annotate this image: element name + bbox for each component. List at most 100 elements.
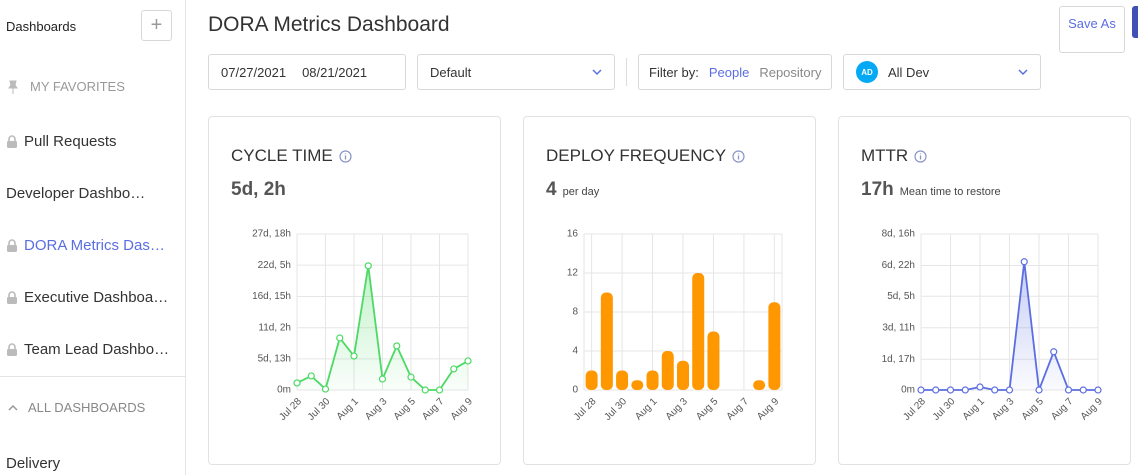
lock-body (7, 297, 17, 304)
card-title-text: DEPLOY FREQUENCY (546, 146, 727, 165)
x-tick-label: Aug 3 (990, 396, 1017, 423)
card-title-text: CYCLE TIME (231, 146, 333, 165)
point (321, 385, 330, 393)
y-tick-label: 6d, 22h (882, 260, 915, 271)
y-tick-label: 1d, 17h (882, 354, 915, 365)
lock-shackle (8, 291, 16, 297)
filter-by: Filter by: People Repository (638, 54, 832, 90)
x-tick-label: Aug 5 (694, 396, 721, 423)
sidebar: Dashboards + MY FAVORITES Pull Requests D… (0, 0, 186, 475)
bar (585, 370, 598, 390)
pin-icon (8, 80, 18, 94)
info-icon (339, 149, 352, 163)
add-dashboard-button[interactable]: + (141, 10, 172, 41)
x-tick-label: Aug 1 (335, 396, 362, 423)
point (421, 386, 429, 394)
bar (677, 360, 689, 390)
y-tick-label: 16d, 15h (252, 291, 291, 302)
sidebar-item-label: DORA Metrics Das… (24, 237, 165, 254)
y-tick-label: 0m (277, 385, 291, 396)
sidebar-item[interactable]: Executive Dashboa… (6, 289, 168, 306)
divider (626, 58, 627, 86)
point (946, 386, 955, 394)
all-dashboards-label: ALL DASHBOARDS (28, 400, 146, 415)
info-icon (732, 149, 745, 163)
point (1064, 386, 1073, 394)
filter-repository[interactable]: Repository (759, 64, 822, 80)
filter-people[interactable]: People (708, 64, 750, 80)
filter-label: Filter by: (649, 64, 699, 80)
sidebar-item-label: Team Lead Dashbo… (24, 341, 170, 358)
x-tick-label: Aug 9 (1079, 396, 1106, 423)
bar (646, 370, 659, 390)
x-tick-label: Jul 28 (901, 396, 928, 423)
point (1094, 386, 1102, 394)
info-circle (914, 149, 927, 163)
sidebar-item[interactable]: Team Lead Dashbo… (6, 341, 169, 358)
card-caption: per day (562, 186, 600, 198)
point (1035, 386, 1043, 394)
point (961, 386, 969, 394)
y-tick-label: 16 (567, 229, 579, 240)
lock-shackle (8, 135, 16, 141)
lock-body (7, 141, 17, 148)
card-value-text: 4 (546, 179, 557, 200)
developer-value: All Dev (888, 64, 930, 80)
point (976, 383, 984, 391)
divider (0, 376, 185, 377)
lock-shackle (8, 343, 16, 349)
chart: 0m 5d, 13h 11d, 2h 16d, 15h 22d, 5h 27d, 18h J… (252, 229, 475, 423)
all-dashboards-section[interactable]: ALL DASHBOARDS (8, 400, 145, 415)
info-icon (914, 149, 927, 163)
y-tick-label: 11d, 2h (258, 322, 291, 333)
date-range[interactable]: 07/27/2021 08/21/2021 (208, 54, 406, 90)
bar (707, 331, 720, 390)
sidebar-item[interactable]: Developer Dashbo… (6, 185, 145, 202)
developer-select[interactable]: AD All Dev (843, 54, 1041, 90)
preset-value: Default (430, 64, 472, 80)
lock-body (7, 245, 17, 252)
point (435, 386, 444, 394)
point (917, 386, 925, 394)
point (464, 357, 472, 365)
point (293, 379, 301, 387)
favorites-section[interactable]: MY FAVORITES (6, 79, 125, 94)
y-tick-label: 12 (567, 268, 579, 279)
info-circle (339, 149, 352, 163)
y-tick-label: 22d, 5h (258, 260, 291, 271)
x-tick-label: Aug 7 (725, 396, 752, 423)
x-tick-label: Jul 30 (931, 396, 958, 423)
point (364, 262, 372, 270)
point (350, 352, 358, 360)
point (1020, 258, 1028, 266)
sidebar-item-label: Executive Dashboa… (24, 289, 169, 306)
card-value-text: 17h (861, 179, 894, 200)
point (336, 334, 344, 342)
bar (692, 273, 705, 390)
area (297, 265, 468, 390)
y-tick-label: 8d, 16h (882, 229, 915, 240)
sidebar-item-label: Pull Requests (24, 133, 117, 150)
y-tick-label: 4 (572, 346, 578, 357)
sidebar-item[interactable]: DORA Metrics Das… (6, 237, 165, 254)
sidebar-item[interactable]: Pull Requests (6, 133, 117, 150)
bar (600, 292, 613, 390)
lock-icon (7, 343, 17, 356)
delivery-item[interactable]: Delivery (6, 455, 61, 472)
preset-select[interactable]: Default (417, 54, 615, 90)
point (1005, 386, 1014, 394)
lock-body (7, 349, 17, 356)
save-as-button[interactable]: Save As (1059, 6, 1125, 53)
favorites-label: MY FAVORITES (30, 79, 125, 94)
y-tick-label: 5d, 13h (258, 353, 291, 364)
lock-icon (7, 291, 17, 304)
edge-button[interactable] (1132, 6, 1138, 38)
lock-icon (7, 135, 17, 148)
page-title: DORA Metrics Dashboard (208, 13, 450, 36)
y-tick-label: 0m (901, 385, 915, 396)
x-tick-label: Jul 30 (602, 396, 629, 423)
card-value: 5d, 2h (231, 179, 286, 201)
point (991, 386, 999, 394)
